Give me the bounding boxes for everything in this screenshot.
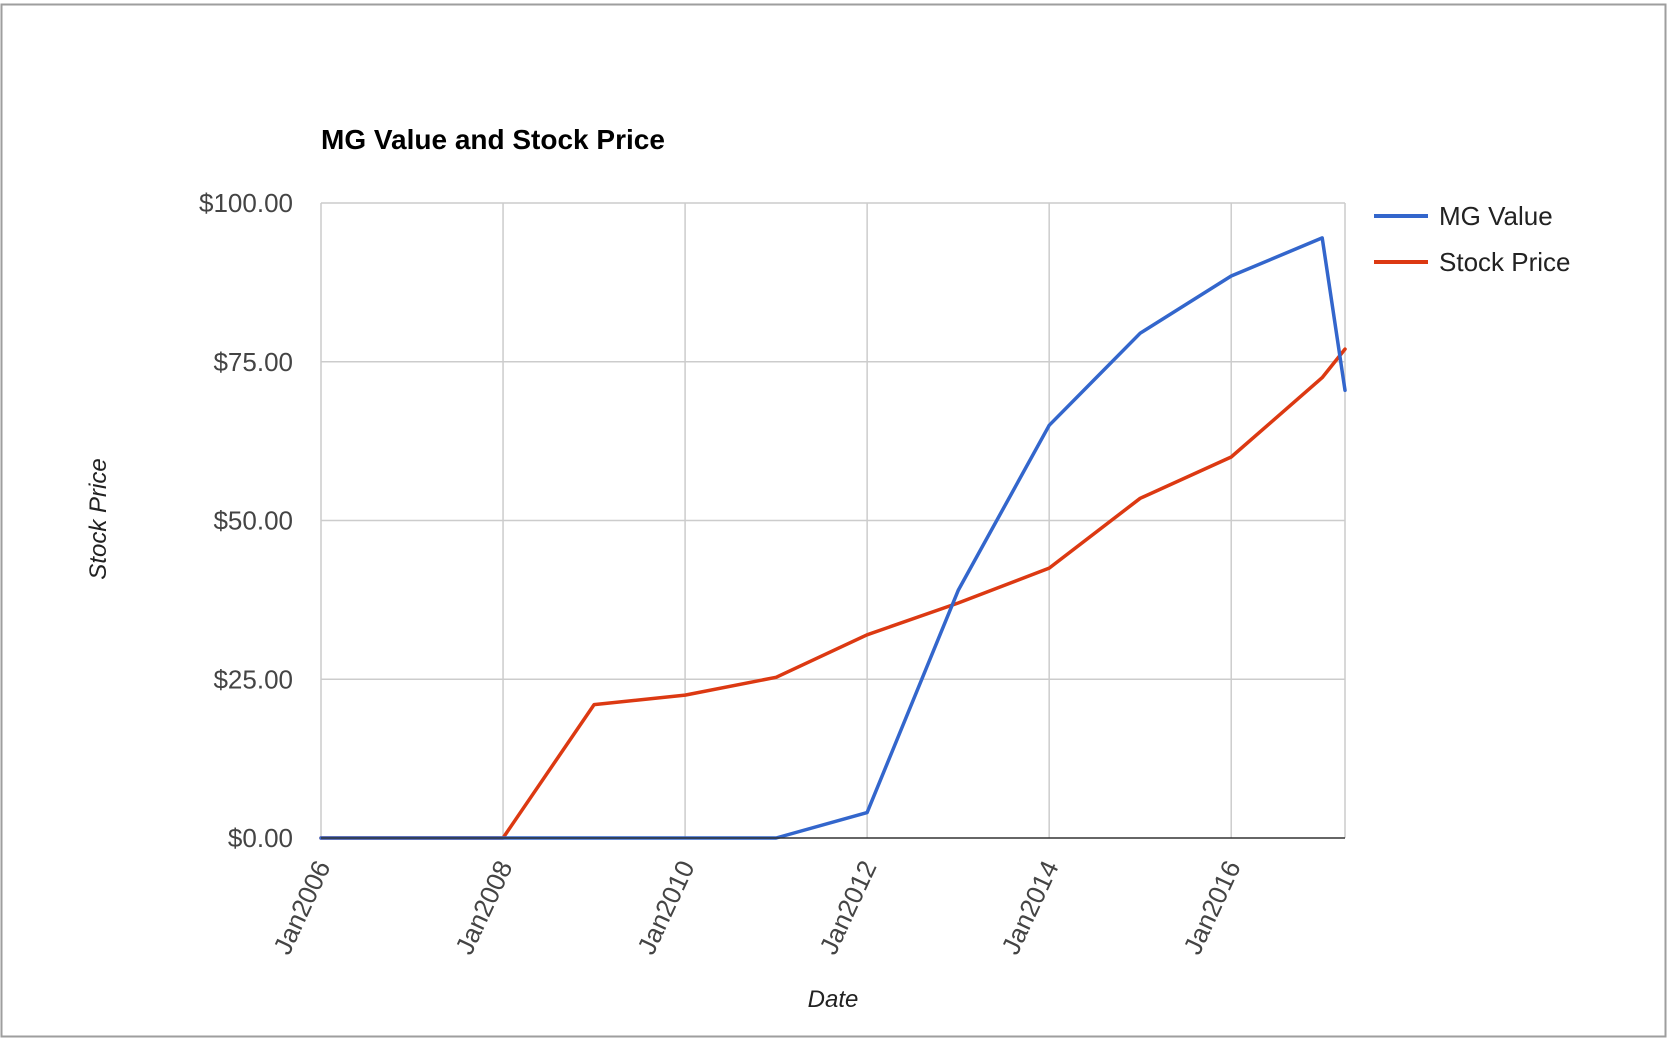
legend-item-mg-value[interactable]: MG Value: [1374, 201, 1553, 231]
y-tick-label: $25.00: [213, 664, 293, 694]
legend-label-stock-price: Stock Price: [1439, 247, 1571, 277]
y-axis-ticks: $0.00 $25.00 $50.00 $75.00 $100.00: [199, 188, 293, 853]
legend-label-mg-value: MG Value: [1439, 201, 1553, 231]
y-tick-label: $100.00: [199, 188, 293, 218]
y-axis-title: Stock Price: [85, 458, 112, 579]
y-tick-label: $0.00: [228, 823, 293, 853]
legend: MG Value Stock Price: [1374, 201, 1571, 277]
grid: [320, 202, 1346, 838]
legend-item-stock-price[interactable]: Stock Price: [1374, 247, 1571, 277]
y-tick-label: $50.00: [213, 506, 293, 536]
y-tick-label: $75.00: [213, 347, 293, 377]
chart-title: MG Value and Stock Price: [321, 124, 665, 155]
x-axis-title: Date: [808, 986, 859, 1013]
